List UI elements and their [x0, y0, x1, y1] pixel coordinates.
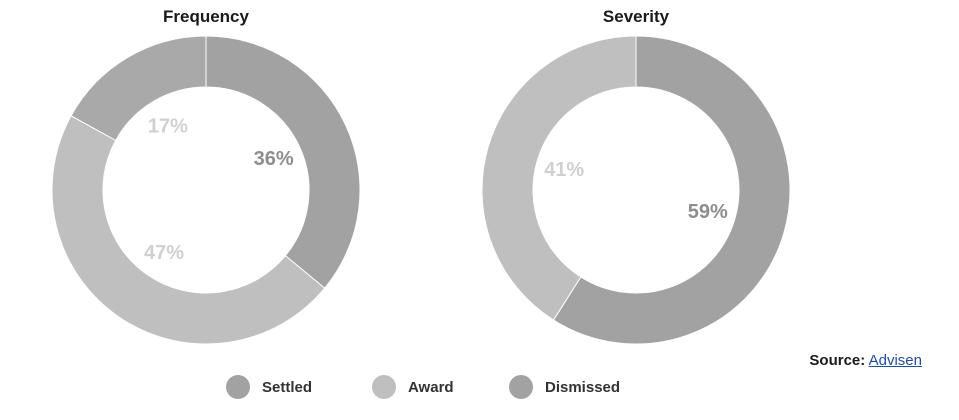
frequency-slice-dismissed: [70, 35, 207, 142]
frequency-donut-chart: Frequency 36% 47% 17%: [51, 7, 361, 345]
legend-swatch-settled: [226, 375, 250, 399]
source-attribution: Source: Advisen: [809, 352, 922, 369]
severity-chart-title: Severity: [603, 7, 670, 26]
frequency-label-dismissed: 17%: [148, 116, 188, 138]
legend-swatch-award: [372, 375, 396, 399]
frequency-label-award: 47%: [144, 242, 184, 264]
frequency-chart-title: Frequency: [163, 7, 250, 26]
frequency-slice-settled: [205, 35, 361, 289]
legend-label-dismissed: Dismissed: [545, 379, 620, 396]
severity-label-settled: 59%: [688, 201, 728, 223]
source-link[interactable]: Advisen: [868, 352, 922, 369]
legend-label-settled: Settled: [262, 379, 312, 396]
source-label: Source:: [809, 352, 866, 369]
frequency-slice-award: [51, 115, 326, 345]
severity-donut-chart: Severity 59% 41%: [481, 7, 791, 345]
severity-label-award: 41%: [544, 159, 584, 181]
legend-item-award: Award: [372, 375, 454, 399]
legend-item-dismissed: Dismissed: [509, 375, 620, 399]
legend-item-settled: Settled: [226, 375, 312, 399]
severity-slice-award: [481, 35, 637, 321]
frequency-label-settled: 36%: [254, 148, 294, 170]
legend-swatch-dismissed: [509, 375, 533, 399]
legend-label-award: Award: [408, 379, 454, 396]
severity-slice-settled: [552, 35, 791, 345]
chart-legend: Settled Award Dismissed: [226, 375, 620, 399]
